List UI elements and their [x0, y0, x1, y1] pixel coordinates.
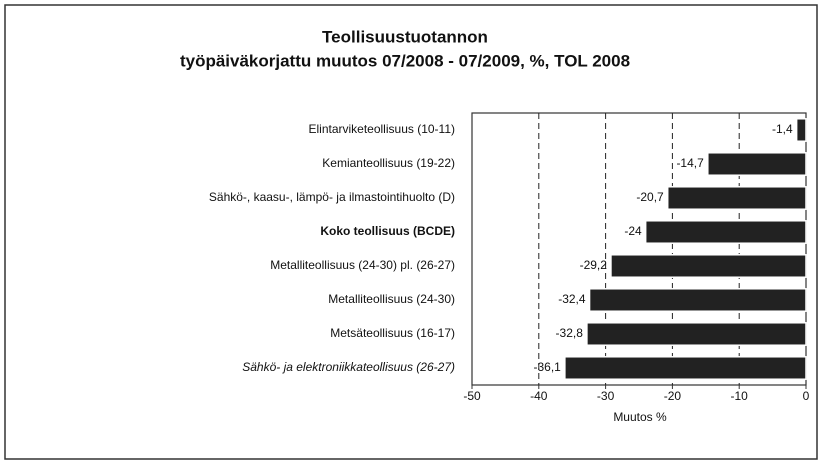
y-tick-label: Metalliteollisuus (24-30) pl. (26-27)	[270, 258, 455, 272]
value-label: -1,4	[772, 122, 793, 136]
frame	[4, 4, 818, 460]
x-tick-label: -30	[597, 389, 615, 403]
value-label: -29,2	[580, 258, 608, 272]
y-tick-label: Sähkö- ja elektroniikkateollisuus (26-27…	[242, 360, 455, 374]
value-label: -14,7	[676, 156, 704, 170]
y-tick-label: Kemianteollisuus (19-22)	[322, 156, 455, 170]
chart-title: Teollisuustuotannon	[322, 27, 488, 46]
y-tick-label: Metalliteollisuus (24-30)	[328, 292, 455, 306]
chart-subtitle: työpäiväkorjattu muutos 07/2008 - 07/200…	[180, 51, 630, 70]
x-tick-label: -10	[731, 389, 749, 403]
bar	[564, 356, 807, 380]
x-tick-label: -40	[530, 389, 548, 403]
y-tick-label: Elintarviketeollisuus (10-11)	[308, 122, 455, 136]
x-axis-label: Muutos %	[613, 410, 667, 424]
value-label: -24	[624, 224, 642, 238]
x-tick-label: -50	[463, 389, 481, 403]
bar	[795, 118, 807, 142]
value-label: -32,4	[558, 292, 586, 306]
bar	[644, 220, 807, 244]
value-label: -36,1	[533, 360, 561, 374]
bar	[610, 254, 807, 278]
x-tick-label: 0	[803, 389, 810, 403]
y-tick-label: Koko teollisuus (BCDE)	[320, 224, 455, 238]
plot-area	[471, 112, 807, 386]
y-tick-label: Metsäteollisuus (16-17)	[330, 326, 455, 340]
value-label: -32,8	[556, 326, 584, 340]
y-tick-label: Sähkö-, kaasu-, lämpö- ja ilmastointihuo…	[209, 190, 455, 204]
x-tick-label: -20	[664, 389, 682, 403]
bar	[588, 288, 807, 312]
bar	[666, 186, 807, 210]
bar	[707, 152, 807, 176]
value-label: -20,7	[636, 190, 664, 204]
bar	[586, 322, 807, 346]
